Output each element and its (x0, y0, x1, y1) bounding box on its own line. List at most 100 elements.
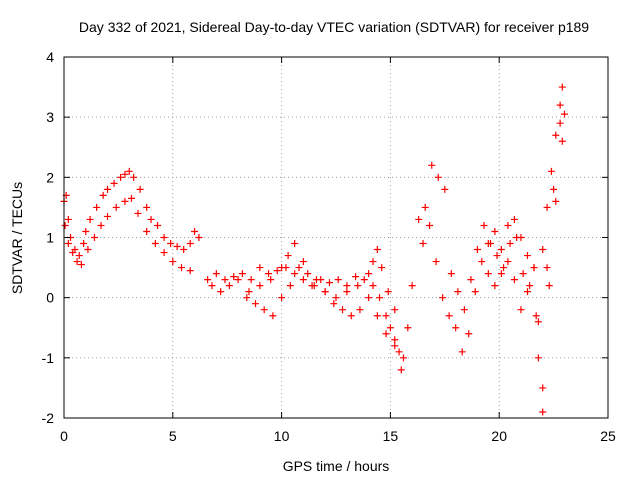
data-point-marker (127, 194, 135, 202)
data-point-marker (373, 312, 381, 320)
data-point-marker (204, 276, 212, 284)
data-point-marker (61, 221, 69, 229)
data-point-marker (73, 258, 81, 266)
data-point-marker (191, 227, 199, 235)
data-point-marker (493, 252, 501, 260)
data-point-marker (77, 261, 85, 269)
data-point-marker (556, 101, 564, 109)
data-point-marker (408, 282, 416, 290)
data-point-marker (99, 191, 107, 199)
data-point-marker (134, 209, 142, 217)
data-point-marker (415, 215, 423, 223)
data-point-marker (178, 264, 186, 272)
data-point-marker (510, 276, 518, 284)
x-tick-label: 5 (169, 428, 177, 444)
data-point-marker (154, 221, 162, 229)
data-point-marker (382, 312, 390, 320)
series-track-b (61, 194, 405, 374)
data-point-marker (173, 243, 181, 251)
data-point-marker (510, 215, 518, 223)
data-point-marker (299, 258, 307, 266)
data-point-marker (330, 300, 338, 308)
data-point-marker (352, 273, 360, 281)
series-track-d (404, 83, 566, 332)
data-point-marker (517, 234, 525, 241)
data-point-marker (386, 324, 394, 332)
data-point-marker (552, 197, 560, 205)
data-point-marker (104, 212, 112, 220)
data-point-marker (506, 240, 514, 248)
data-point-marker (265, 270, 273, 278)
y-tick-label: 4 (46, 49, 54, 65)
data-point-marker (439, 294, 447, 302)
x-tick-label: 20 (491, 428, 507, 444)
data-point-marker (332, 294, 340, 302)
data-point-marker (467, 276, 475, 284)
data-point-marker (504, 221, 512, 229)
data-point-marker (151, 240, 159, 248)
data-point-marker (195, 234, 203, 241)
data-point-marker (234, 276, 242, 284)
data-point-marker (530, 264, 538, 272)
data-point-marker (445, 312, 453, 320)
x-tick-label: 25 (600, 428, 616, 444)
data-point-marker (500, 264, 508, 272)
data-point-marker (64, 215, 72, 223)
data-point-marker (419, 240, 427, 248)
chart-title: Day 332 of 2021, Sidereal Day-to-day VTE… (79, 19, 589, 35)
data-point-marker (497, 246, 505, 254)
data-point-marker (360, 276, 368, 284)
data-point-marker (93, 203, 101, 211)
data-point-marker (526, 282, 534, 290)
data-point-marker (399, 354, 407, 362)
data-point-marker (325, 279, 333, 287)
data-point-marker (558, 83, 566, 91)
data-point-marker (369, 258, 377, 266)
data-point-marker (125, 167, 133, 175)
y-tick-label: 0 (46, 290, 54, 306)
data-point-marker (86, 215, 94, 223)
data-point-marker (245, 288, 253, 296)
data-point-marker (382, 330, 390, 338)
data-point-marker (460, 306, 468, 314)
data-point-marker (230, 273, 238, 281)
data-point-marker (391, 342, 399, 350)
data-point-marker (545, 282, 553, 290)
data-point-marker (64, 240, 72, 248)
data-point-marker (384, 288, 392, 296)
data-point-marker (291, 270, 299, 278)
data-point-marker (310, 282, 318, 290)
data-point-marker (497, 270, 505, 278)
data-point-marker (458, 348, 466, 356)
data-point-marker (143, 203, 151, 211)
data-point-marker (167, 240, 175, 248)
data-point-marker (84, 246, 92, 254)
data-point-marker (473, 246, 481, 254)
data-point-marker (69, 249, 77, 257)
data-point-marker (304, 270, 312, 278)
data-point-marker (373, 246, 381, 254)
data-point-marker (212, 270, 220, 278)
data-point-marker (532, 312, 540, 320)
data-point-marker (251, 300, 259, 308)
data-point-marker (484, 240, 492, 248)
y-tick-label: 3 (46, 109, 54, 125)
data-point-marker (286, 282, 294, 290)
data-point-marker (347, 312, 355, 320)
x-axis-title: GPS time / hours (283, 458, 390, 474)
data-point-marker (299, 276, 307, 284)
data-point-marker (256, 264, 264, 272)
data-point-marker (273, 267, 281, 275)
data-point-marker (104, 185, 112, 193)
data-point-marker (517, 306, 525, 314)
data-point-marker (110, 179, 118, 187)
data-point-marker (186, 240, 194, 248)
data-point-marker (547, 167, 555, 175)
data-point-marker (543, 264, 551, 272)
data-point-marker (539, 408, 547, 416)
x-tick-label: 0 (60, 428, 68, 444)
data-point-marker (539, 384, 547, 392)
y-tick-label: -2 (42, 410, 55, 426)
data-point-marker (369, 282, 377, 290)
